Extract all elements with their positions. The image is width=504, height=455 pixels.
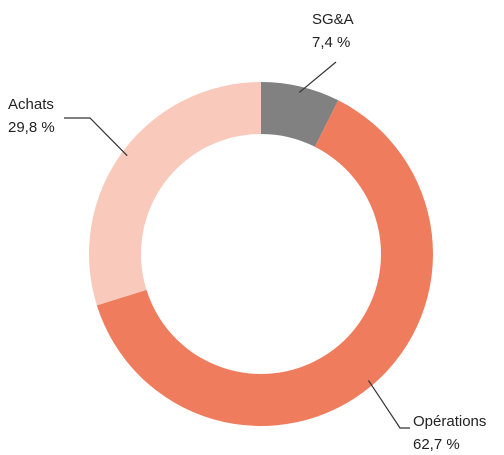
- slice-value-label: 62,7 %: [413, 436, 460, 453]
- donut-slice: [88, 82, 261, 306]
- donut-slice: [96, 100, 433, 426]
- slice-value-label: 7,4 %: [312, 34, 350, 51]
- slice-label: Opérations: [413, 413, 486, 430]
- leader-line: [64, 117, 128, 157]
- slice-value-label: 29,8 %: [8, 119, 55, 136]
- leader-line: [368, 380, 410, 429]
- slice-label: Achats: [8, 96, 54, 113]
- leader-line: [298, 61, 337, 93]
- slice-label: SG&A: [312, 11, 354, 28]
- donut-slice: [261, 82, 339, 147]
